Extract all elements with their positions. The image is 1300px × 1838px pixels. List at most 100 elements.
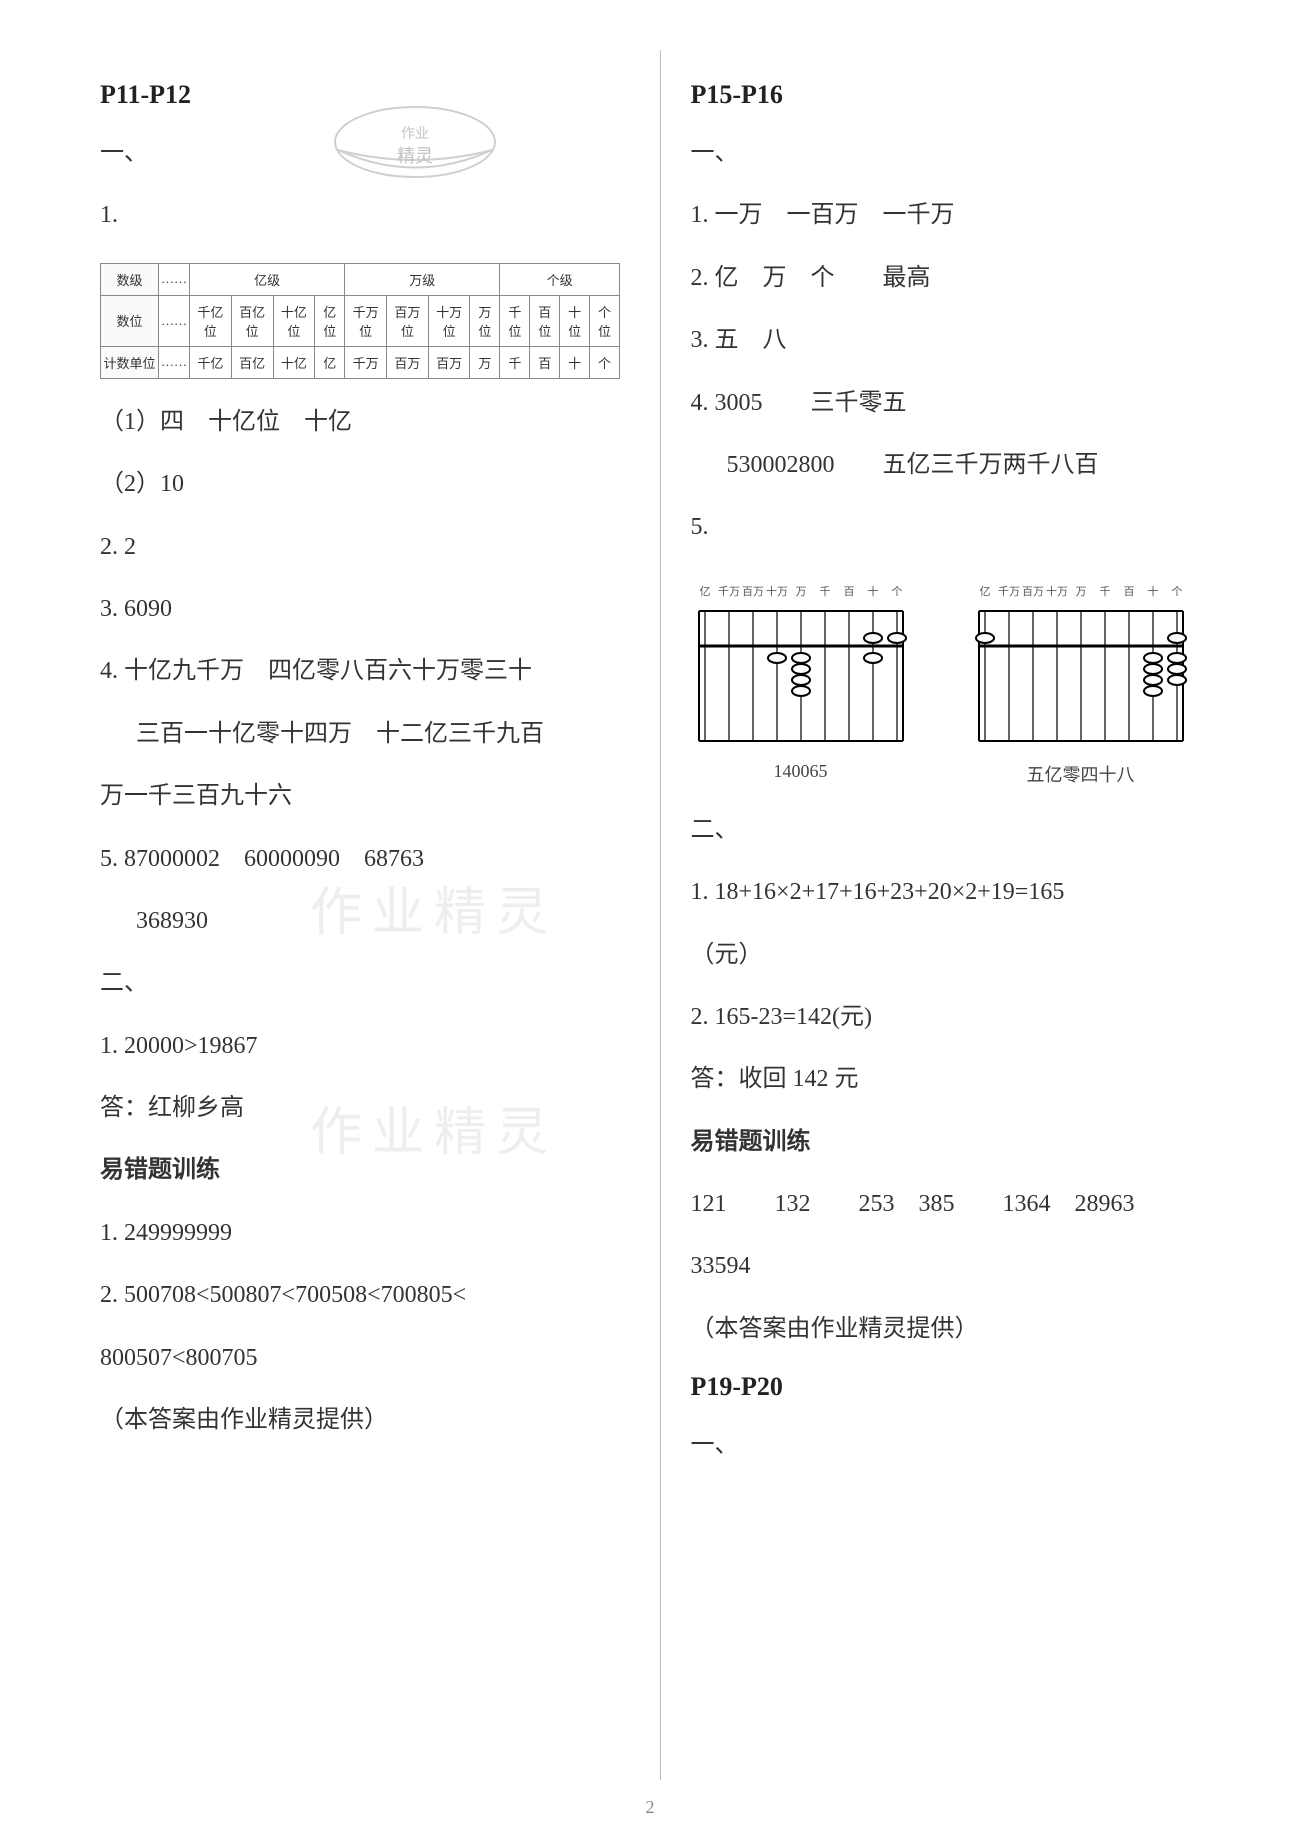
table-cell: ……	[159, 263, 190, 295]
table-row: 数级 …… 亿级 万级 个级	[101, 263, 620, 295]
table-cell: ……	[159, 295, 190, 346]
abacus-caption-right: 五亿零四十八	[971, 761, 1191, 787]
table-cell: 千亿位	[190, 295, 232, 346]
svg-text:万: 万	[1075, 586, 1086, 598]
table-row: 计数单位 …… 千亿 百亿 十亿 亿 千万 百万 百万 万 千 百 十 个	[101, 346, 620, 378]
abacus-svg-right: 亿千万百万十万万千百十个	[971, 581, 1191, 751]
svg-text:百: 百	[1123, 586, 1134, 598]
table-cell: 十亿位	[273, 295, 315, 346]
stamp-text-bottom: 精灵	[397, 146, 433, 166]
abacus-left: 亿千万百万十万万 千 百 十个 140065	[691, 581, 911, 787]
table-cell: 万级	[345, 263, 500, 295]
table-cell: 千万	[345, 346, 387, 378]
sub-answer-2: （2）10	[100, 465, 630, 503]
rq6a: 1. 18+16×2+17+16+23+20×2+19=165	[691, 873, 1221, 911]
q4-answer-a: 4. 十亿九千万 四亿零八百六十万零三十	[100, 652, 630, 690]
table-cell: 万位	[470, 295, 500, 346]
svg-text:亿: 亿	[979, 585, 990, 598]
table-cell: 十	[560, 346, 590, 378]
table-cell: 个位	[590, 295, 620, 346]
table-cell: 百万位	[386, 295, 428, 346]
svg-text:千: 千	[819, 585, 830, 598]
table-cell: 千万位	[345, 295, 387, 346]
rq8: 答：收回 142 元	[691, 1060, 1221, 1098]
re1b: 33594	[691, 1247, 1221, 1285]
sub-answer-1: （1）四 十亿位 十亿	[100, 403, 630, 441]
re1a: 121 132 253 385 1364 28963	[691, 1185, 1221, 1223]
rq7: 2. 165-23=142(元)	[691, 998, 1221, 1036]
err-1: 1. 249999999	[100, 1214, 630, 1252]
table-cell: 亿级	[190, 263, 345, 295]
credit-right: （本答案由作业精灵提供）	[691, 1310, 1221, 1348]
table-cell: 万	[470, 346, 500, 378]
svg-text:亿: 亿	[699, 585, 710, 598]
q3-answer: 3. 6090	[100, 590, 630, 628]
section-1r: 一、	[691, 134, 1221, 172]
table-cell: 亿位	[315, 295, 345, 346]
q2-answer: 2. 2	[100, 528, 630, 566]
table-row: 数位 …… 千亿位 百亿位 十亿位 亿位 千万位 百万位 十万位 万位 千位 百…	[101, 295, 620, 346]
table-cell: 百万	[386, 346, 428, 378]
rq6b: （元）	[691, 936, 1221, 974]
right-heading: P15-P16	[691, 80, 1221, 110]
abacus-figures: 亿千万百万十万万千百十个 140065 亿千万百万十万万千百十个 五亿零四十八	[691, 581, 1221, 787]
row-label: 数级	[101, 263, 159, 295]
table-cell: 十亿	[273, 346, 315, 378]
table-cell: 亿	[315, 346, 345, 378]
rq1: 1. 一万 一百万 一千万	[691, 196, 1221, 234]
table-cell: 个	[590, 346, 620, 378]
row-label: 数位	[101, 295, 159, 346]
left-column: P11-P12 一、 1. 数级 …… 亿级 万级 个级 数位 …… 千亿位 百…	[100, 80, 660, 1780]
q6-answer: 1. 20000>19867	[100, 1027, 630, 1065]
rq3: 3. 五 八	[691, 321, 1221, 359]
table-cell: 个级	[500, 263, 620, 295]
table-cell: 千	[500, 346, 530, 378]
rq4a: 4. 3005 三千零五	[691, 384, 1221, 422]
svg-text:千万: 千万	[998, 585, 1020, 598]
svg-text:万: 万	[795, 586, 806, 598]
error-training-heading-r: 易错题训练	[691, 1123, 1221, 1161]
svg-text:十: 十	[1147, 584, 1158, 598]
section-2: 二、	[100, 964, 630, 1002]
q5-answer-b: 368930	[100, 902, 630, 940]
table-cell: 百万	[428, 346, 470, 378]
err-2a: 2. 500708<500807<700508<700805<	[100, 1276, 630, 1314]
rq5: 5.	[691, 508, 1221, 546]
rq2: 2. 亿 万 个 最高	[691, 259, 1221, 297]
svg-text:千: 千	[1099, 585, 1110, 598]
svg-text:十万: 十万	[766, 584, 788, 598]
section-2r: 二、	[691, 811, 1221, 849]
table-cell: 百	[530, 346, 560, 378]
table-cell: ……	[159, 346, 190, 378]
place-value-table: 数级 …… 亿级 万级 个级 数位 …… 千亿位 百亿位 十亿位 亿位 千万位 …	[100, 263, 620, 379]
q1-label: 1.	[100, 196, 630, 234]
table-cell: 百亿位	[231, 295, 273, 346]
table-cell: 百亿	[231, 346, 273, 378]
table-cell: 百位	[530, 295, 560, 346]
row-label: 计数单位	[101, 346, 159, 378]
stamp-icon: 作业 精灵	[330, 100, 500, 195]
table-cell: 千亿	[190, 346, 232, 378]
abacus-svg-left: 亿千万百万十万万 千 百 十个	[691, 581, 911, 751]
q4-answer-b: 三百一十亿零十四万 十二亿三千九百	[100, 715, 630, 753]
table-cell: 十万位	[428, 295, 470, 346]
rq4b: 530002800 五亿三千万两千八百	[691, 446, 1221, 484]
q7-answer: 答：红柳乡高	[100, 1089, 630, 1127]
svg-text:百: 百	[843, 586, 854, 598]
stamp-text-top: 作业	[401, 126, 429, 142]
q4-answer-c: 万一千三百九十六	[100, 777, 630, 815]
section-3r: 一、	[691, 1426, 1221, 1464]
svg-text:十: 十	[867, 584, 878, 598]
right-heading-2: P19-P20	[691, 1372, 1221, 1402]
svg-text:个: 个	[891, 585, 902, 598]
error-training-heading: 易错题训练	[100, 1151, 630, 1189]
table-cell: 千位	[500, 295, 530, 346]
svg-text:百万: 百万	[1022, 586, 1044, 598]
abacus-caption-left: 140065	[691, 761, 911, 782]
err-2b: 800507<800705	[100, 1339, 630, 1377]
svg-text:百万: 百万	[742, 586, 764, 598]
abacus-right: 亿千万百万十万万千百十个 五亿零四十八	[971, 581, 1191, 787]
table-cell: 十位	[560, 295, 590, 346]
q5-answer-a: 5. 87000002 60000090 68763	[100, 840, 630, 878]
svg-text:千万: 千万	[718, 585, 740, 598]
